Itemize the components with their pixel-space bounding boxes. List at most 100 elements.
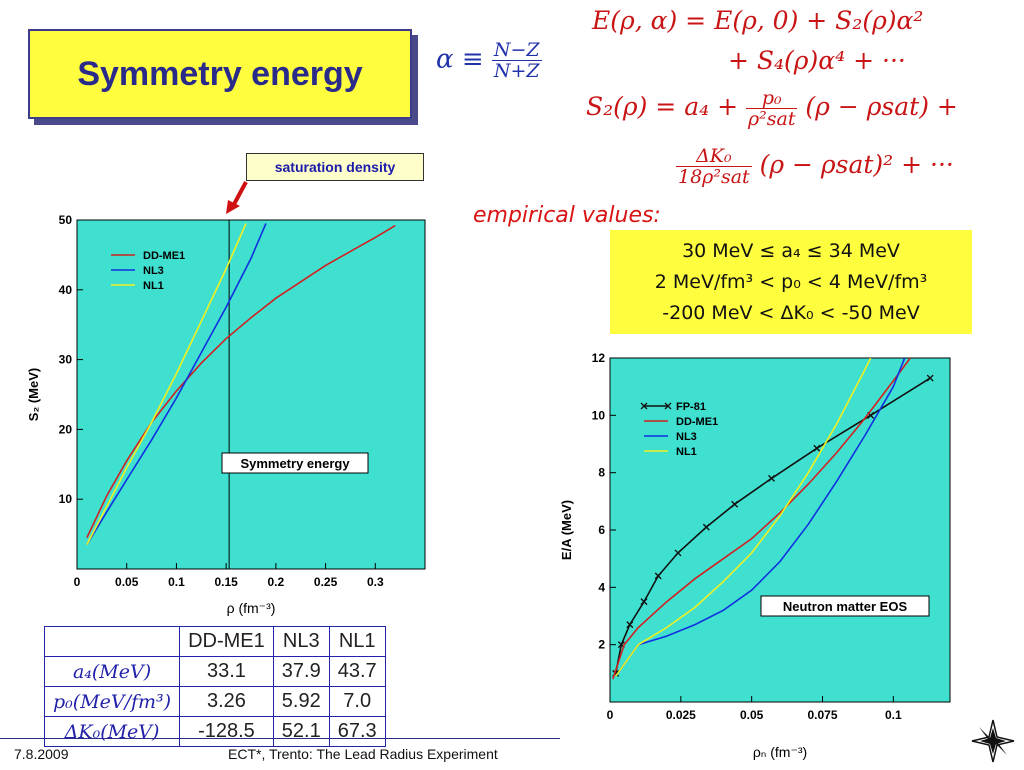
x-tick-label: 0.075 [807,708,837,722]
x-tick-label: 0.1 [885,708,902,722]
series-line-nl1 [615,358,872,677]
empirical-line: 30 MeV ≤ a₄ ≤ 34 MeV [682,240,900,262]
table-row: p₀(MeV/fm³) 3.26 5.92 7.0 [43,686,386,717]
y-tick-label: 30 [59,353,73,367]
data-point-marker [640,598,648,606]
eq3-rhs: (ρ − ρsat) + [805,92,958,121]
y-tick-label: 12 [592,351,606,365]
row-label: a₄(MeV) [43,656,181,687]
table-header-cell [43,626,181,657]
table-cell: 3.26 [179,686,274,717]
table-row: ΔK₀(MeV) -128.5 52.1 67.3 [43,716,386,747]
data-point-marker [926,374,934,382]
empirical-line: -200 MeV < ΔK₀ < -50 MeV [662,302,920,324]
empirical-line: 2 MeV/fm³ < p₀ < 4 MeV/fm³ [654,271,928,293]
legend-label: DD-ME1 [676,416,718,428]
empirical-title: empirical values: [473,203,661,228]
annotation-text: Neutron matter EOS [783,599,908,614]
plot-area [609,357,951,703]
plot-area [76,219,426,570]
data-point-marker [768,474,775,482]
alpha-den: N+Z [493,60,540,82]
x-tick-label: 0.3 [367,575,384,589]
table-cell: 43.7 [328,656,386,687]
annotation-text: Symmetry energy [240,456,350,471]
x-tick-label: 0.05 [740,708,764,722]
y-tick-label: 20 [59,422,73,436]
chart-annotation: Symmetry energy [221,452,369,474]
y-axis-label: S₂ (MeV) [26,368,41,421]
table-cell: 7.0 [328,686,386,717]
y-tick-label: 2 [598,638,605,652]
legend-label: NL3 [676,431,697,443]
empirical-box: 30 MeV ≤ a₄ ≤ 34 MeV 2 MeV/fm³ < p₀ < 4 … [610,230,972,334]
saturation-density-label: saturation density [246,153,424,181]
y-tick-label: 8 [598,466,605,480]
series-line-nl3 [615,358,906,677]
y-tick-label: 40 [59,283,73,297]
eq3-fraction: p₀ ρ²sat [745,88,798,130]
y-tick-label: 6 [598,523,605,537]
alpha-fraction: N−Z N+Z [491,39,542,82]
table-header-cell: DD-ME1 [179,626,274,657]
equation-line2: + S₄(ρ)α⁴ + ··· [728,46,906,75]
footer-divider [0,738,560,739]
eq4-den: 18ρ²sat [678,166,750,188]
data-point-marker [674,549,682,557]
table-cell: 33.1 [179,656,274,687]
table-cell: 5.92 [272,686,330,717]
compass-logo-icon [971,719,1015,763]
alpha-lhs: α ≡ [436,44,484,75]
eq4-num: ΔK₀ [676,146,752,167]
y-axis-label: E/A (MeV) [559,500,574,560]
x-tick-label: 0.25 [314,575,338,589]
y-tick-label: 4 [598,580,605,594]
data-point-marker [654,572,662,580]
y-tick-label: 50 [59,213,73,227]
alpha-definition: α ≡ N−Z N+Z [436,40,542,81]
eq3-lhs: S₂(ρ) = a₄ + [586,92,739,121]
equation-line1: E(ρ, α) = E(ρ, 0) + S₂(ρ)α² [592,6,924,35]
legend-label: DD-ME1 [143,250,185,262]
annotation-box [221,452,369,474]
slide-title: Symmetry energy [77,54,363,93]
eq3-den: ρ²sat [747,108,796,130]
symmetry-energy-chart: 0 0.05 0.1 0.15 0.2 0.25 0.3 10 20 30 40 50 DD-ME1 NL… [26,213,426,616]
footer-text: ECT*, Trento: The Lead Radius Experiment [228,746,498,762]
series-line-dd-me1 [612,358,911,680]
alpha-num: N−Z [491,39,542,61]
x-tick-label: 0.15 [214,575,238,589]
legend-marker [640,402,648,410]
x-tick-label: 0.05 [115,575,139,589]
eq4-rhs: (ρ − ρsat)² + ··· [759,150,954,179]
annotation-box [760,595,930,617]
saturation-arrow [226,181,248,214]
data-point-marker [626,621,634,629]
table-header-row: DD-ME1 NL3 NL1 [43,626,386,657]
legend-label: NL1 [676,446,697,458]
table-header-cell: NL1 [328,626,386,657]
y-tick-label: 10 [59,492,73,506]
neutron-matter-chart: 0 0.025 0.05 0.075 0.1 2 4 6 8 10 12 FP-81 DD-ME1 NL3… [559,351,951,760]
x-tick-label: 0 [607,708,614,722]
equation-line4: ΔK₀ 18ρ²sat (ρ − ρsat)² + ··· [676,146,954,187]
table-cell: 52.1 [272,716,330,747]
series-line-nl3 [86,223,267,546]
x-tick-label: 0.1 [168,575,185,589]
x-axis-label: ρₙ (fm⁻³) [753,744,807,760]
table-cell: -128.5 [179,716,274,747]
series-line-nl1 [86,223,247,545]
legend-label: NL3 [143,265,164,277]
data-point-marker [813,444,821,452]
data-point-marker [731,500,739,508]
footer-date: 7.8.2009 [14,746,69,762]
chart-annotation: Neutron matter EOS [760,595,930,617]
x-axis-label: ρ (fm⁻³) [227,600,276,616]
parameter-table: DD-ME1 NL3 NL1 a₄(MeV) 33.1 37.9 43.7 p₀… [43,626,386,747]
data-point-marker [702,523,710,531]
x-tick-label: 0.025 [666,708,696,722]
series-group [86,220,396,569]
equation-line3: S₂(ρ) = a₄ + p₀ ρ²sat (ρ − ρsat) + [586,88,958,129]
legend-marker [664,402,672,410]
eq3-num: p₀ [745,88,798,109]
